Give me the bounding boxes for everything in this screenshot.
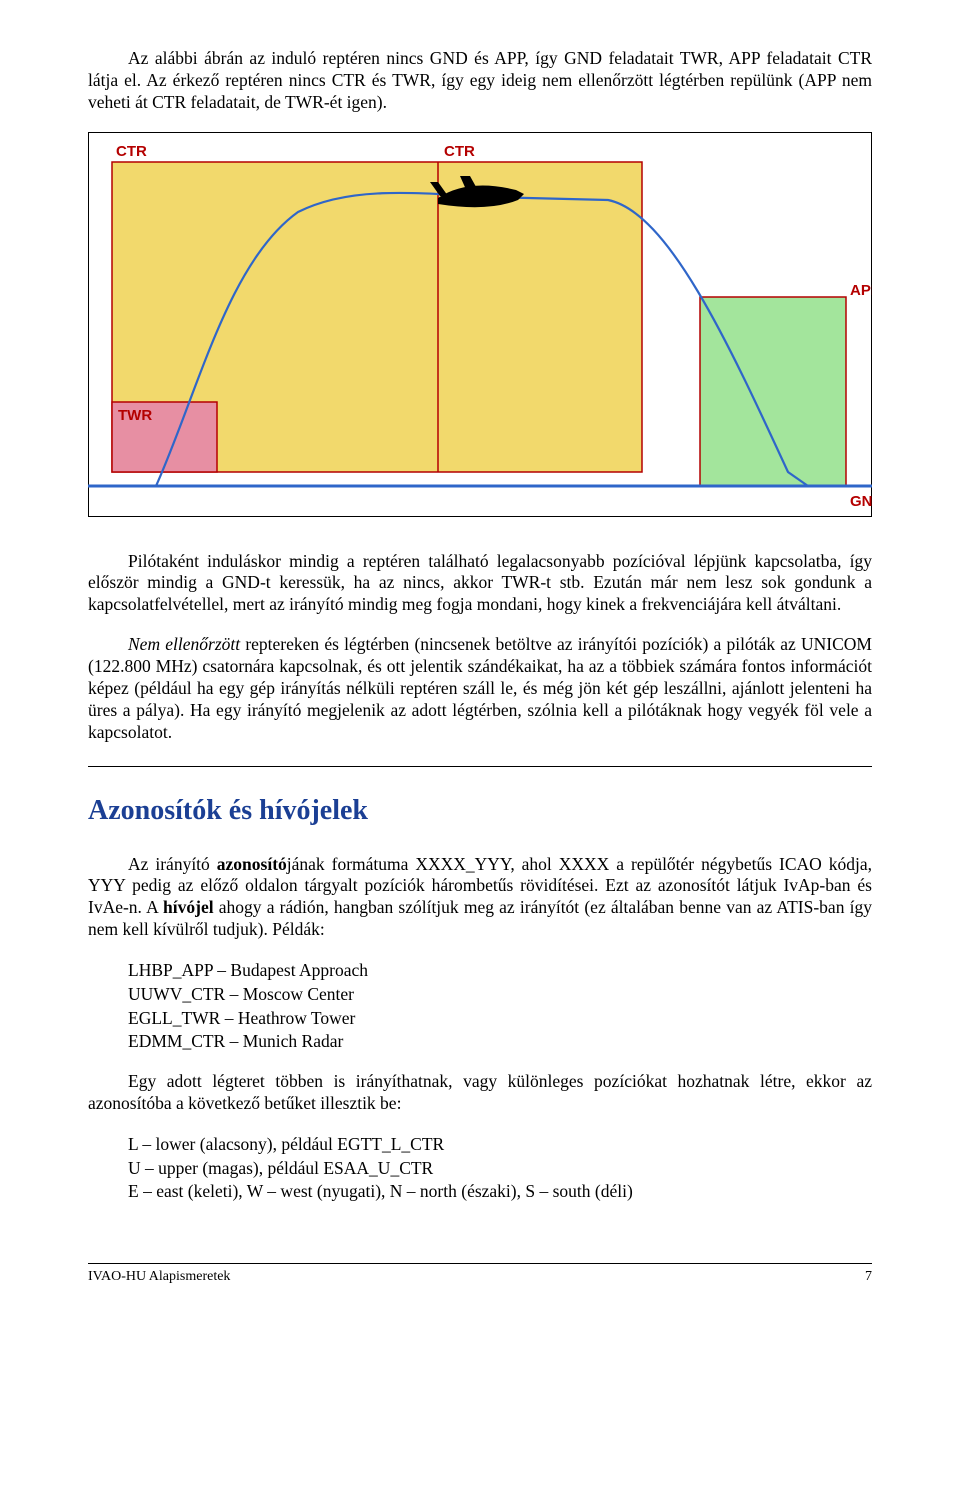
paragraph-pilots: Pilótaként induláskor mindig a reptéren …: [88, 551, 872, 617]
callsign-examples: LHBP_APP – Budapest ApproachUUWV_CTR – M…: [128, 959, 872, 1053]
footer-rule: [88, 1263, 872, 1264]
example-line: UUWV_CTR – Moscow Center: [128, 983, 872, 1006]
footer-left: IVAO-HU Alapismeretek: [88, 1268, 230, 1286]
svg-text:CTR: CTR: [444, 143, 475, 160]
section-heading-azonositok: Azonosítók és hívójelek: [88, 793, 872, 828]
section-divider: [88, 766, 872, 767]
example-line: EDMM_CTR – Munich Radar: [128, 1030, 872, 1053]
page-footer: IVAO-HU Alapismeretek 7: [88, 1263, 872, 1286]
airspace-diagram: CTR CTR TWR APP GND: [88, 132, 872, 523]
suffix-line: L – lower (alacsony), például EGTT_L_CTR: [128, 1133, 872, 1156]
paragraph-azonosito: Az irányító azonosítójának formátuma XXX…: [88, 854, 872, 942]
footer-page-number: 7: [865, 1268, 872, 1286]
example-line: LHBP_APP – Budapest Approach: [128, 959, 872, 982]
svg-text:GND: GND: [850, 493, 872, 510]
svg-text:APP: APP: [850, 282, 872, 299]
paragraph-unicom: Nem ellenőrzött reptereken és légtérben …: [88, 634, 872, 743]
airspace-svg: CTR CTR TWR APP GND: [88, 132, 872, 517]
paragraph-suffixes-intro: Egy adott légteret többen is irányíthatn…: [88, 1071, 872, 1115]
p4-b-bold: azonosító: [217, 854, 287, 874]
suffix-list: L – lower (alacsony), például EGTT_L_CTR…: [128, 1133, 872, 1203]
emph-nem-ellenorzott: Nem ellenőrzött: [128, 634, 240, 654]
example-line: EGLL_TWR – Heathrow Tower: [128, 1007, 872, 1030]
intro-paragraph-1: Az alábbi ábrán az induló reptéren nincs…: [88, 48, 872, 114]
suffix-line: E – east (keleti), W – west (nyugati), N…: [128, 1180, 872, 1203]
svg-text:TWR: TWR: [118, 407, 152, 424]
suffix-line: U – upper (magas), például ESAA_U_CTR: [128, 1157, 872, 1180]
p4-d-bold: hívójel: [163, 897, 214, 917]
svg-text:CTR: CTR: [116, 143, 147, 160]
p4-a: Az irányító: [128, 854, 217, 874]
